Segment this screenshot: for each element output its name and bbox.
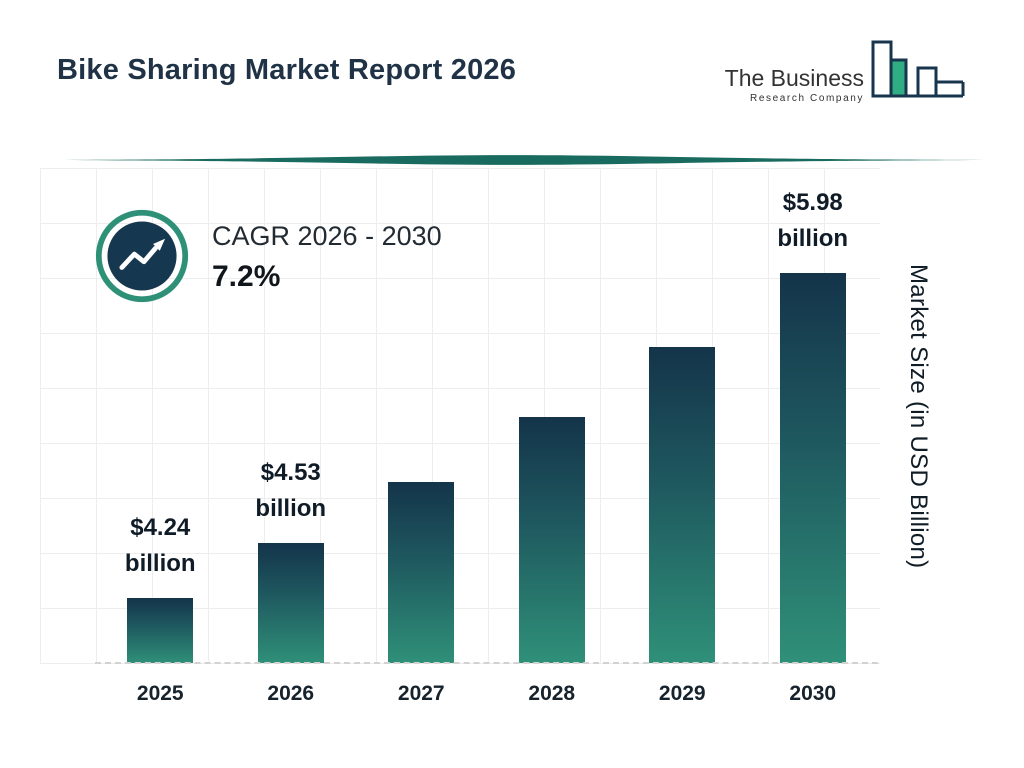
company-logo: The Business Research Company	[725, 38, 966, 118]
bar-2029	[649, 347, 716, 663]
growth-trend-icon	[95, 209, 189, 303]
bar-value-label-2026: $4.53 billion	[255, 459, 327, 522]
bars-area: $4.24 billion $4.53 billion $5.98 billion	[95, 170, 878, 663]
bar-value-label-2030: $5.98 billion	[777, 189, 849, 252]
logo-text: The Business Research Company	[725, 65, 864, 118]
bar-column-2025: $4.24 billion	[118, 510, 202, 663]
logo-subname: Research Company	[750, 93, 864, 104]
page-title: Bike Sharing Market Report 2026	[57, 54, 517, 86]
logo-name: The Business	[724, 65, 864, 91]
bar-2026	[257, 543, 324, 663]
cagr-value: 7.2%	[212, 259, 281, 293]
x-tick-2025: 2025	[136, 682, 184, 705]
x-axis-labels: 2025 2026 2027 2028 2029 2030	[95, 682, 878, 706]
bar-chart-logo-icon	[871, 40, 965, 98]
x-tick-2030: 2030	[789, 682, 837, 705]
bar-2025	[127, 598, 194, 663]
bar-value-label-2025: $4.24 billion	[124, 514, 196, 577]
bar-column-2026: $4.53 billion	[249, 455, 333, 663]
x-tick-2026: 2026	[267, 682, 315, 705]
x-tick-2027: 2027	[397, 682, 445, 705]
divider-line	[40, 155, 985, 165]
chart-grid	[40, 168, 880, 664]
y-axis-label: Market Size (in USD Billion)	[905, 264, 932, 569]
cagr-callout: CAGR 2026 - 2030 7.2%	[94, 208, 442, 304]
cagr-texts: CAGR 2026 - 2030 7.2%	[212, 219, 442, 294]
bar-column-2029	[640, 347, 724, 663]
x-tick-2029: 2029	[658, 682, 706, 705]
bar-column-2028	[510, 417, 594, 663]
x-tick-2028: 2028	[528, 682, 576, 705]
bar-2028	[518, 417, 585, 663]
cagr-label: CAGR 2026 - 2030	[212, 220, 442, 251]
bar-2027	[388, 482, 455, 663]
bar-column-2027	[379, 482, 463, 663]
bar-2030	[779, 273, 846, 663]
bar-column-2030: $5.98 billion	[771, 185, 855, 663]
chart-baseline	[95, 662, 878, 664]
